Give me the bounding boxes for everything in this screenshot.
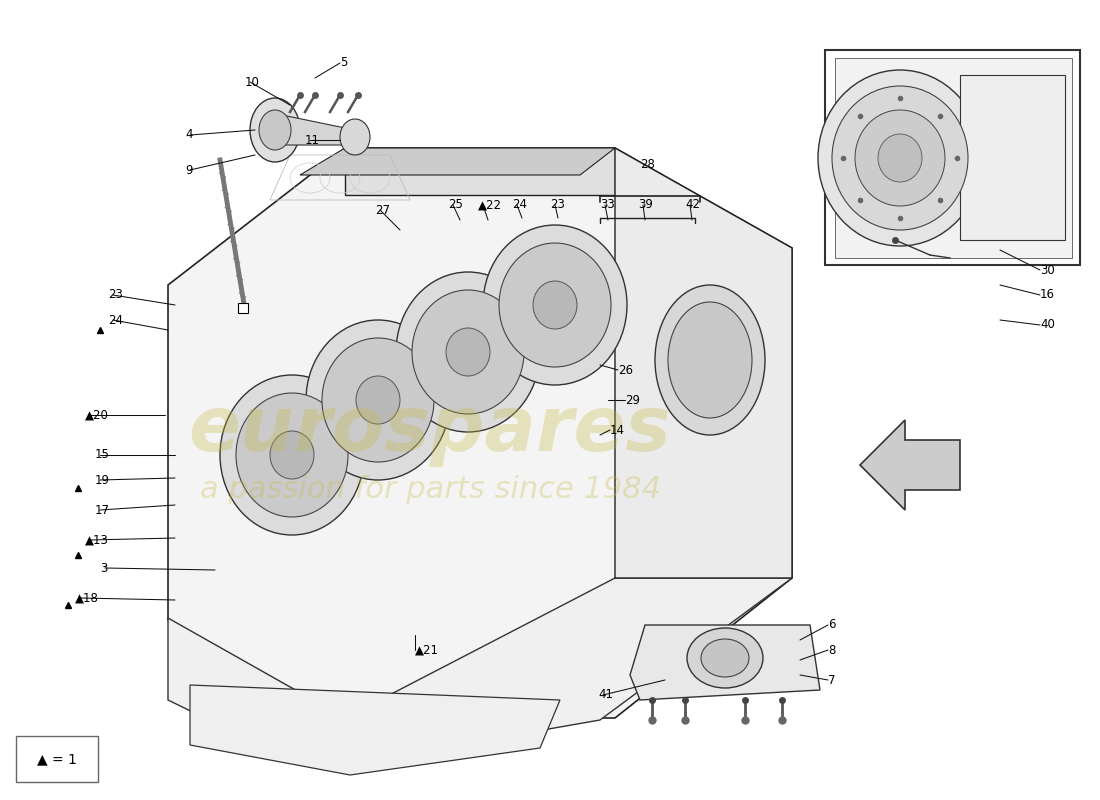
Polygon shape — [960, 75, 1065, 240]
Ellipse shape — [236, 393, 348, 517]
Text: eurospares: eurospares — [188, 393, 671, 467]
Ellipse shape — [818, 70, 982, 246]
Text: 16: 16 — [1040, 289, 1055, 302]
Ellipse shape — [499, 243, 611, 367]
Ellipse shape — [258, 110, 292, 150]
Text: 41: 41 — [598, 689, 613, 702]
FancyBboxPatch shape — [16, 736, 98, 782]
Text: 11: 11 — [305, 134, 320, 146]
FancyBboxPatch shape — [825, 50, 1080, 265]
Text: 25: 25 — [448, 198, 463, 211]
Polygon shape — [190, 685, 560, 775]
Text: 23: 23 — [550, 198, 565, 211]
Ellipse shape — [412, 290, 524, 414]
Text: ▲18: ▲18 — [75, 591, 99, 605]
Text: 33: 33 — [600, 198, 615, 211]
Ellipse shape — [654, 285, 764, 435]
Bar — [238, 303, 248, 313]
Text: ▲21: ▲21 — [415, 643, 439, 657]
Text: 28: 28 — [640, 158, 654, 171]
Text: 42: 42 — [685, 198, 700, 211]
Ellipse shape — [446, 328, 490, 376]
Text: 40: 40 — [1040, 318, 1055, 331]
Ellipse shape — [688, 628, 763, 688]
Ellipse shape — [878, 134, 922, 182]
Polygon shape — [615, 148, 792, 578]
Ellipse shape — [483, 225, 627, 385]
Text: 7: 7 — [828, 674, 836, 686]
Polygon shape — [345, 148, 615, 195]
Ellipse shape — [855, 110, 945, 206]
Text: 15: 15 — [95, 449, 110, 462]
Text: 30: 30 — [1040, 263, 1055, 277]
Text: 27: 27 — [375, 203, 390, 217]
Text: ▲13: ▲13 — [85, 534, 109, 546]
Text: 19: 19 — [95, 474, 110, 486]
Ellipse shape — [250, 98, 300, 162]
Text: 14: 14 — [610, 423, 625, 437]
Ellipse shape — [340, 119, 370, 155]
Text: ▲20: ▲20 — [85, 409, 109, 422]
Polygon shape — [168, 578, 792, 755]
Polygon shape — [860, 420, 960, 510]
Ellipse shape — [701, 639, 749, 677]
Text: 3: 3 — [100, 562, 108, 574]
Ellipse shape — [534, 281, 578, 329]
Ellipse shape — [322, 338, 434, 462]
Text: 10: 10 — [245, 75, 260, 89]
Text: ▲ = 1: ▲ = 1 — [37, 752, 77, 766]
Text: 5: 5 — [340, 57, 348, 70]
Text: 6: 6 — [828, 618, 836, 631]
Text: 24: 24 — [512, 198, 527, 211]
Text: 39: 39 — [638, 198, 653, 211]
Text: 26: 26 — [618, 363, 632, 377]
Ellipse shape — [832, 86, 968, 230]
Ellipse shape — [306, 320, 450, 480]
Ellipse shape — [668, 302, 752, 418]
Polygon shape — [300, 148, 615, 175]
Text: a passion for parts since 1984: a passion for parts since 1984 — [199, 475, 660, 505]
Ellipse shape — [356, 376, 400, 424]
Ellipse shape — [396, 272, 540, 432]
Text: 4: 4 — [185, 129, 192, 142]
Polygon shape — [630, 625, 820, 700]
Ellipse shape — [270, 431, 314, 479]
Polygon shape — [268, 115, 355, 145]
Ellipse shape — [220, 375, 364, 535]
Polygon shape — [168, 148, 792, 718]
Text: 29: 29 — [625, 394, 640, 406]
Text: 24: 24 — [108, 314, 123, 326]
Polygon shape — [835, 58, 1072, 258]
Text: 23: 23 — [108, 289, 123, 302]
Text: 17: 17 — [95, 503, 110, 517]
Text: 8: 8 — [828, 643, 835, 657]
Text: 9: 9 — [185, 163, 192, 177]
Text: ▲22: ▲22 — [478, 198, 502, 211]
